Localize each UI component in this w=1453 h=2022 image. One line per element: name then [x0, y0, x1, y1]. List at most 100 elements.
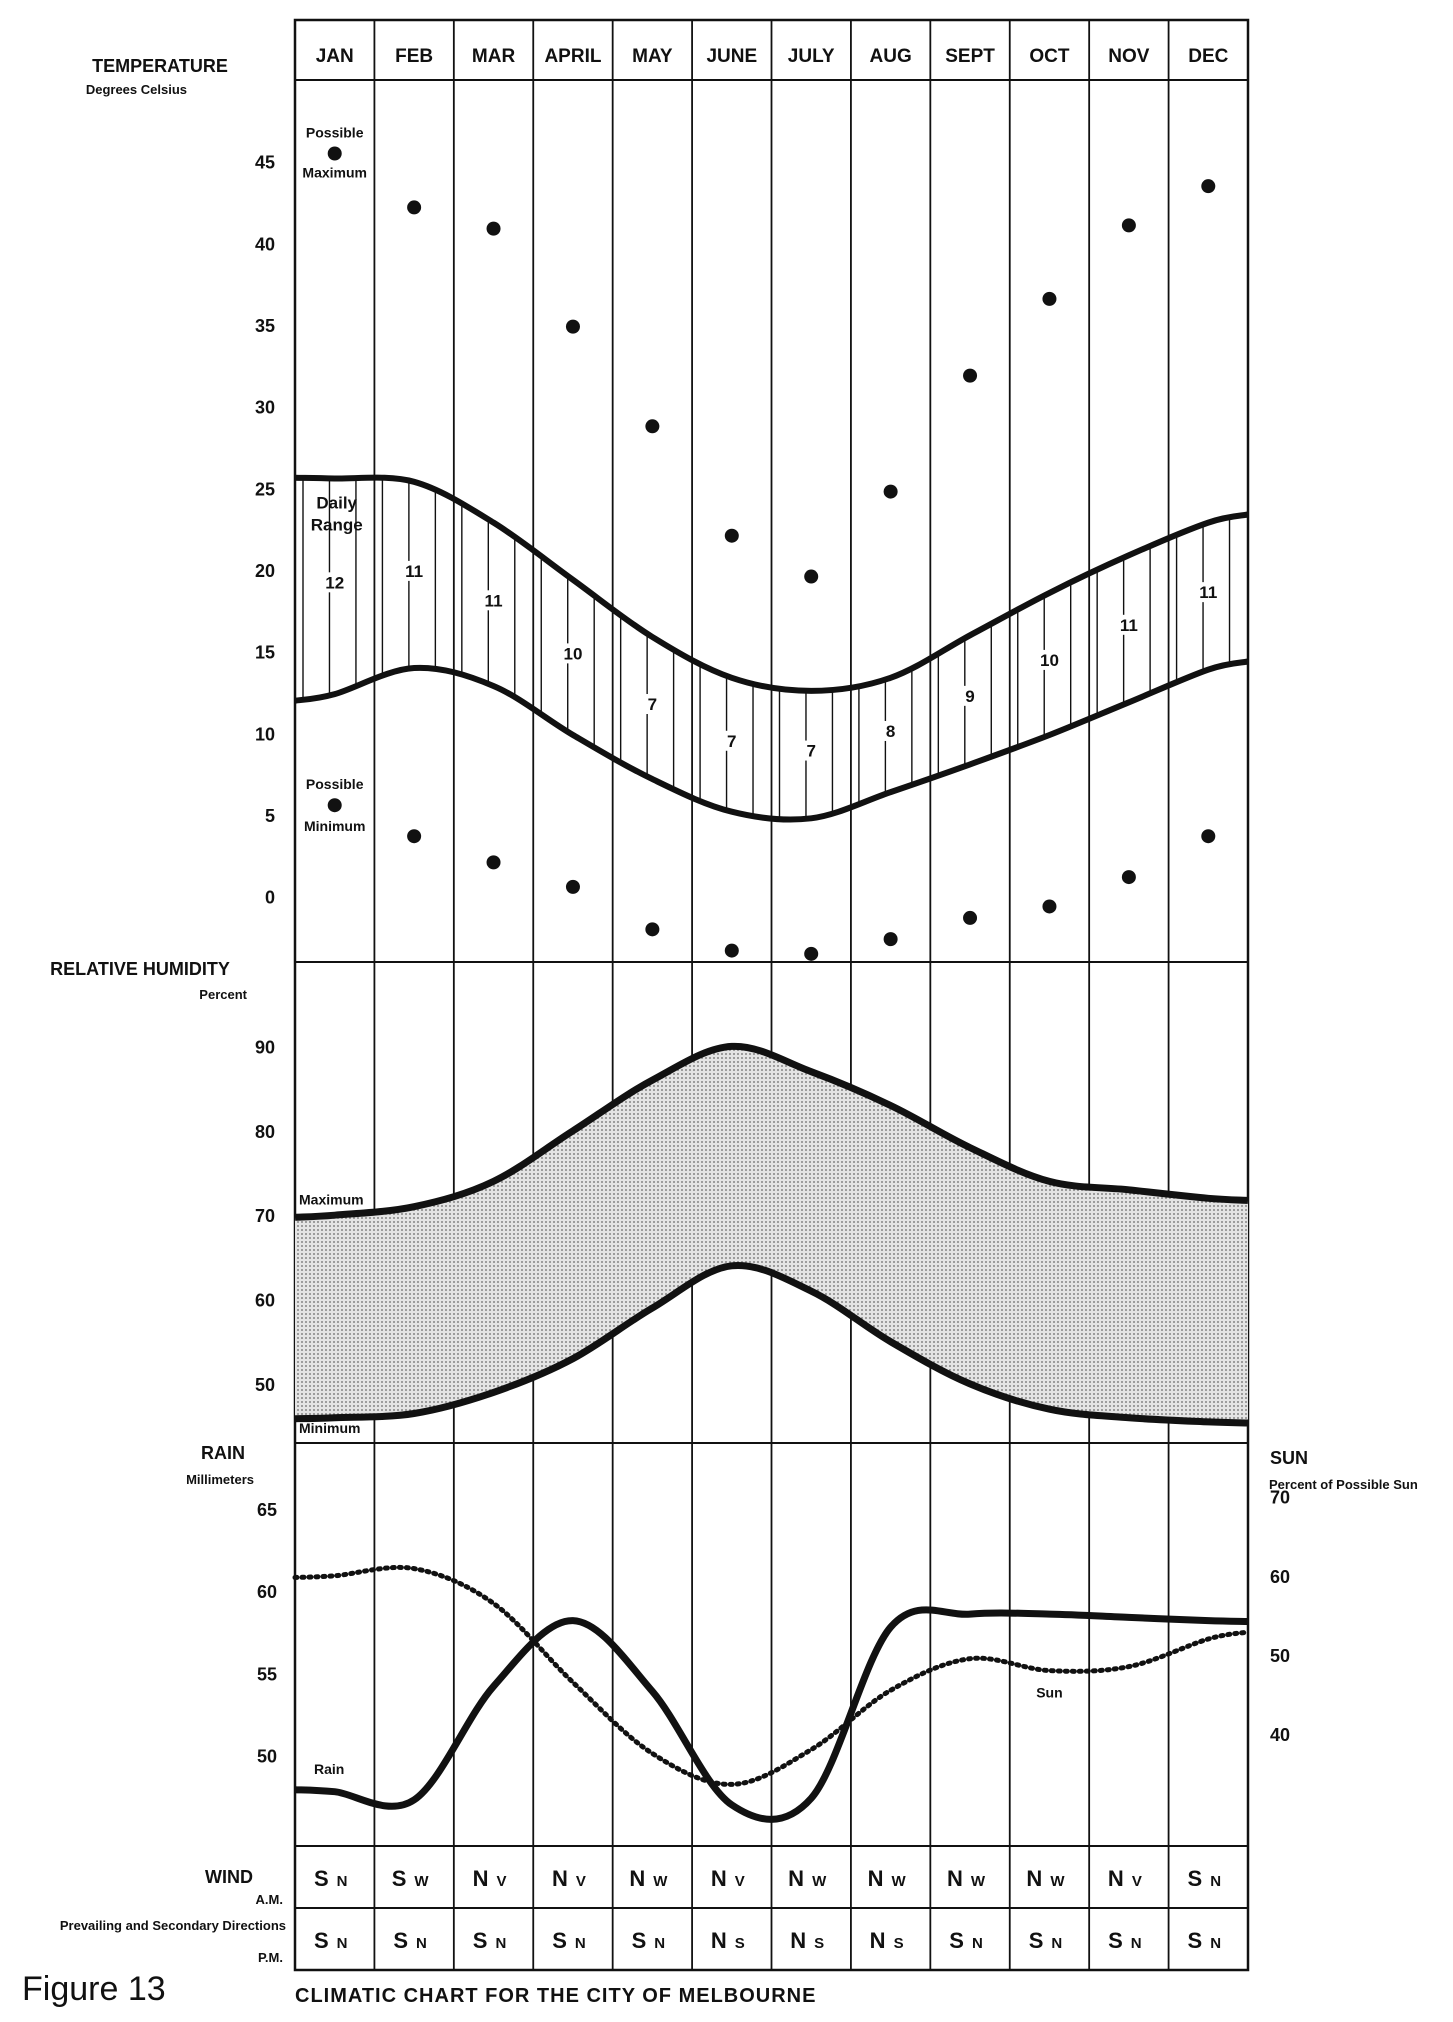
daily-range-label: 11	[1199, 583, 1217, 602]
possible-max-point	[645, 419, 660, 434]
daily-min-line	[294, 658, 1249, 823]
possible-max-label: Possible	[306, 125, 364, 141]
sun-series-label: Sun	[1036, 1685, 1062, 1701]
daily-range-label: 8	[886, 722, 895, 741]
rain-tick: 55	[257, 1664, 277, 1684]
month-header: MAR	[472, 46, 516, 67]
temperature-tick: 30	[255, 398, 275, 418]
possible-min-point	[565, 879, 580, 894]
possible-min-point	[883, 932, 898, 947]
rain-line	[294, 1606, 1249, 1823]
temperature-tick: 25	[255, 479, 275, 499]
wind-panel: S N S W N V N V N W N V N W N W N W N W N V S N S N S N S N S N S N N S N S N S…	[314, 1866, 1221, 1953]
humidity-min-label: Minimum	[299, 1420, 360, 1436]
humidity-unit: Percent	[199, 987, 247, 1002]
possible-max-point	[1201, 179, 1216, 194]
month-header: NOV	[1108, 46, 1150, 67]
temperature-tick: 20	[255, 561, 275, 581]
month-header: AUG	[870, 46, 912, 67]
daily-range-title: Range	[311, 516, 363, 535]
rain-unit: Millimeters	[186, 1472, 254, 1487]
sun-tick: 60	[1270, 1567, 1290, 1587]
possible-min-point	[486, 855, 501, 870]
temperature-tick: 5	[265, 806, 275, 826]
humidity-max-label: Maximum	[299, 1192, 364, 1208]
possible-max-point	[486, 221, 501, 236]
month-header: FEB	[395, 46, 433, 67]
daily-range-label: 9	[965, 687, 974, 706]
rain-tick: 50	[257, 1747, 277, 1767]
possible-min-point	[645, 922, 660, 937]
possible-min-label: Possible	[306, 776, 364, 792]
chart-grid	[293, 18, 1250, 1972]
temperature-tick: 10	[255, 724, 275, 744]
humidity-title: RELATIVE HUMIDITY	[50, 959, 230, 979]
sun-tick: 40	[1270, 1725, 1290, 1745]
possible-max-point	[327, 146, 342, 161]
possible-max-point	[883, 484, 898, 499]
sun-title: SUN	[1270, 1448, 1308, 1468]
possible-max-point	[565, 319, 580, 334]
possible-max-point	[1042, 291, 1057, 306]
humidity-panel	[294, 1042, 1249, 1427]
rain-series-label: Rain	[314, 1761, 344, 1777]
possible-max-point	[724, 528, 739, 543]
wind-directions-label: Prevailing and Secondary Directions	[60, 1918, 286, 1933]
month-header: JUNE	[706, 46, 757, 67]
sun-tick: 70	[1270, 1488, 1290, 1508]
humidity-tick: 60	[255, 1291, 275, 1311]
rain-tick: 65	[257, 1500, 277, 1520]
possible-min-point	[327, 798, 342, 813]
possible-min-point	[724, 943, 739, 958]
figure-label: Figure 13	[22, 1970, 166, 2008]
daily-range-label: 7	[648, 695, 657, 714]
possible-max-point	[1121, 218, 1136, 233]
rain-tick: 60	[257, 1582, 277, 1602]
daily-range-label: 7	[806, 742, 815, 761]
possible-min-point	[1042, 899, 1057, 914]
daily-range-title: Daily	[316, 494, 357, 513]
temperature-tick: 35	[255, 316, 275, 336]
rain-title: RAIN	[201, 1443, 245, 1463]
daily-max-line	[294, 474, 1249, 694]
temperature-panel: 12 11 11 10 7 7 7 8 9 10 11 11	[294, 146, 1249, 961]
month-header: APRIL	[544, 46, 601, 67]
month-header: SEPT	[945, 46, 995, 67]
month-header: MAY	[632, 46, 673, 67]
possible-max-label: Maximum	[302, 165, 367, 181]
wind-pm-label: P.M.	[258, 1950, 283, 1965]
month-header: DEC	[1188, 46, 1228, 67]
month-header: OCT	[1029, 46, 1070, 67]
daily-range-label: 10	[1040, 651, 1059, 670]
temperature-tick: 0	[265, 888, 275, 908]
humidity-min-line	[294, 1261, 1249, 1427]
temperature-tick: 15	[255, 643, 275, 663]
daily-range-label: 11	[1120, 616, 1138, 635]
wind-title: WIND	[205, 1867, 253, 1887]
possible-min-point	[1201, 829, 1216, 844]
wind-am-label: A.M.	[256, 1892, 283, 1907]
possible-max-point	[407, 200, 422, 215]
daily-range-label: 7	[727, 732, 736, 751]
humidity-tick: 80	[255, 1122, 275, 1142]
humidity-tick: 90	[255, 1037, 275, 1057]
possible-max-point	[804, 569, 819, 584]
